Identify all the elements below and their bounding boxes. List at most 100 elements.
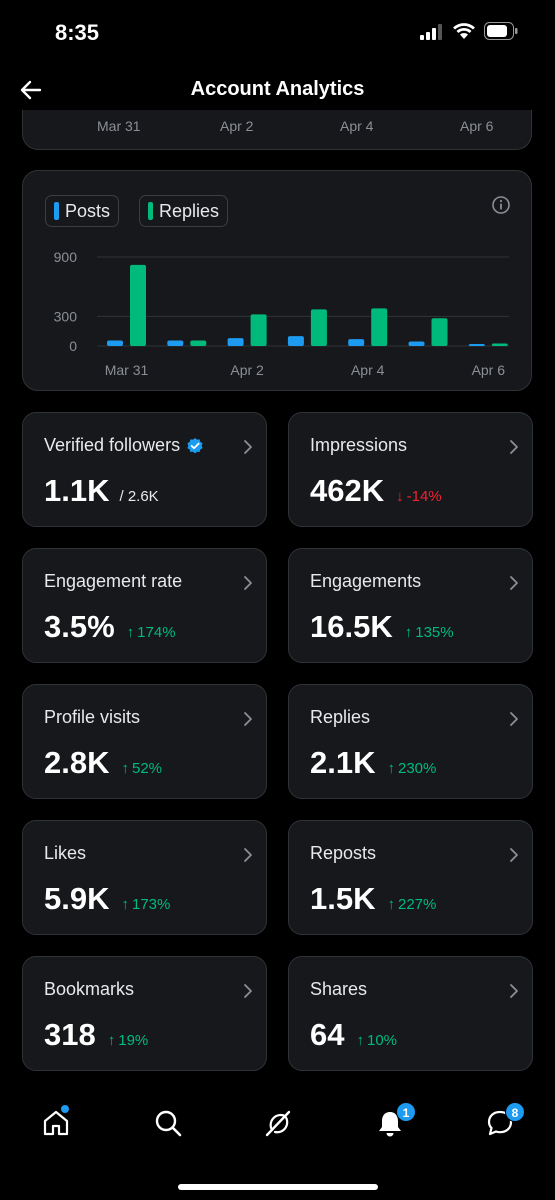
metric-label: Reposts [310, 843, 376, 864]
metric-card-replies[interactable]: Replies 2.1K ↑ 230% [288, 684, 533, 799]
notifications-bell-icon[interactable] [375, 1108, 405, 1138]
metric-card-engagements[interactable]: Engagements 16.5K ↑ 135% [288, 548, 533, 663]
previous-chart-card: Mar 31 Apr 2 Apr 4 Apr 6 [22, 110, 532, 150]
chevron-right-icon [244, 440, 252, 454]
bar-posts-apr-5 [408, 341, 425, 346]
metric-change: ↑ 173% [121, 896, 170, 913]
metric-change: ↑ 227% [387, 896, 436, 913]
metric-label-text: Reposts [310, 843, 377, 863]
info-icon[interactable] [491, 195, 511, 215]
battery-icon [484, 22, 518, 40]
metric-label: Verified followers [44, 435, 204, 456]
metric-label: Bookmarks [44, 979, 134, 1000]
metric-change-value: 230% [397, 760, 437, 777]
metric-change-value: 173% [131, 896, 171, 913]
metric-card-bookmarks[interactable]: Bookmarks 318 ↑ 19% [22, 956, 267, 1071]
posts-replies-chart-card: 0 300 900 Mar 31 Apr 2 Apr 4 Apr 6 Posts Repli… [22, 170, 532, 391]
metric-value-row: 318 ↑ 19% [44, 1017, 148, 1053]
metric-value: 3.5% [44, 609, 115, 644]
metric-value-row: 2.1K ↑ 230% [310, 745, 436, 781]
metric-value-row: 1.5K ↑ 227% [310, 881, 436, 917]
x-tick-label: Apr 2 [230, 362, 264, 378]
axis-tick-label: Mar 31 [97, 118, 141, 134]
y-tick-label: 0 [69, 338, 77, 354]
metric-card-verified-followers[interactable]: Verified followers 1.1K / 2.6K [22, 412, 267, 527]
metric-change: ↓ -14% [396, 488, 442, 505]
metric-label-text: Engagements [310, 571, 422, 591]
metric-value-row: 5.9K ↑ 173% [44, 881, 170, 917]
metric-change: ↑ 135% [405, 624, 454, 641]
bar-chart: 0 300 900 Mar 31 Apr 2 Apr 4 Apr 6 [54, 249, 509, 378]
home-indicator [178, 1184, 378, 1190]
metric-change: ↑ 230% [387, 760, 436, 777]
home-unread-dot [61, 1105, 69, 1113]
chevron-right-icon [244, 984, 252, 998]
legend-replies-toggle[interactable]: Replies [139, 195, 229, 227]
metric-change-value: 135% [415, 624, 454, 641]
bar-replies-apr-2 [250, 314, 267, 346]
bar-replies-apr-1 [190, 340, 207, 346]
x-tick-label: Apr 6 [472, 362, 506, 378]
messages-badge: 8 [505, 1102, 525, 1122]
bottom-navigation: 1 8 [0, 1090, 555, 1160]
home-icon[interactable] [41, 1108, 71, 1138]
chevron-right-icon [510, 848, 518, 862]
metric-label-text: Shares [310, 979, 368, 999]
metric-card-profile-visits[interactable]: Profile visits 2.8K ↑ 52% [22, 684, 267, 799]
axis-tick-label: Apr 4 [340, 118, 374, 134]
legend-posts-toggle[interactable]: Posts [45, 195, 120, 227]
status-bar: 8:35 [0, 0, 555, 64]
legend-posts-label: Posts [65, 200, 111, 221]
metric-value-row: 64 ↑ 10% [310, 1017, 397, 1053]
metric-change: ↑ 52% [121, 760, 162, 777]
bar-posts-mar-31 [107, 340, 123, 346]
status-time: 8:35 [55, 20, 100, 45]
metric-value: 1.5K [310, 881, 376, 916]
bar-replies-apr-5 [431, 318, 448, 346]
metric-value-row: 3.5% ↑ 174% [44, 609, 176, 645]
posts-swatch [54, 202, 59, 220]
arrow-up-icon: ↑ [126, 624, 135, 641]
bar-posts-apr-2 [227, 338, 244, 346]
metric-card-likes[interactable]: Likes 5.9K ↑ 173% [22, 820, 267, 935]
metric-value: 2.8K [44, 745, 110, 780]
metric-label-text: Impressions [310, 435, 408, 455]
arrow-up-icon: ↑ [387, 896, 395, 913]
search-icon[interactable] [153, 1108, 183, 1138]
arrow-up-icon: ↑ [356, 1032, 364, 1049]
bar-replies-apr-4 [371, 308, 388, 346]
metric-card-reposts[interactable]: Reposts 1.5K ↑ 227% [288, 820, 533, 935]
metric-change-value: 174% [137, 624, 176, 641]
metric-label: Engagement rate [44, 571, 182, 592]
metric-card-shares[interactable]: Shares 64 ↑ 10% [288, 956, 533, 1071]
metric-value-row: 1.1K / 2.6K [44, 473, 159, 509]
chevron-right-icon [510, 712, 518, 726]
verified-badge-icon [187, 437, 203, 453]
wifi-icon [453, 23, 475, 39]
metric-value: 462K [310, 473, 385, 508]
metric-label: Likes [44, 843, 86, 864]
metric-label-text: Replies [310, 707, 371, 727]
metric-value-row: 2.8K ↑ 52% [44, 745, 162, 781]
app-header: Account Analytics [0, 64, 555, 116]
metric-label: Replies [310, 707, 370, 728]
chevron-right-icon [244, 848, 252, 862]
axis-tick-label: Apr 2 [220, 118, 254, 134]
metric-value: 318 [44, 1017, 96, 1052]
metric-value-row: 16.5K ↑ 135% [310, 609, 454, 645]
metric-value: 16.5K [310, 609, 393, 644]
grok-icon[interactable] [263, 1108, 293, 1138]
metric-change: ↑ 19% [108, 1032, 149, 1049]
axis-tick-label: Apr 6 [460, 118, 494, 134]
bar-replies-apr-6 [491, 343, 508, 346]
legend-replies-label: Replies [159, 200, 220, 221]
metric-card-impressions[interactable]: Impressions 462K ↓ -14% [288, 412, 533, 527]
metric-total: / 2.6K [119, 488, 159, 505]
back-arrow-icon[interactable] [18, 76, 46, 104]
arrow-up-icon: ↑ [121, 760, 129, 777]
metric-card-engagement-rate[interactable]: Engagement rate 3.5% ↑ 174% [22, 548, 267, 663]
page-title: Account Analytics [190, 78, 365, 100]
arrow-up-icon: ↑ [107, 1032, 116, 1049]
replies-swatch [148, 202, 154, 220]
metric-label-text: Verified followers [44, 435, 181, 455]
